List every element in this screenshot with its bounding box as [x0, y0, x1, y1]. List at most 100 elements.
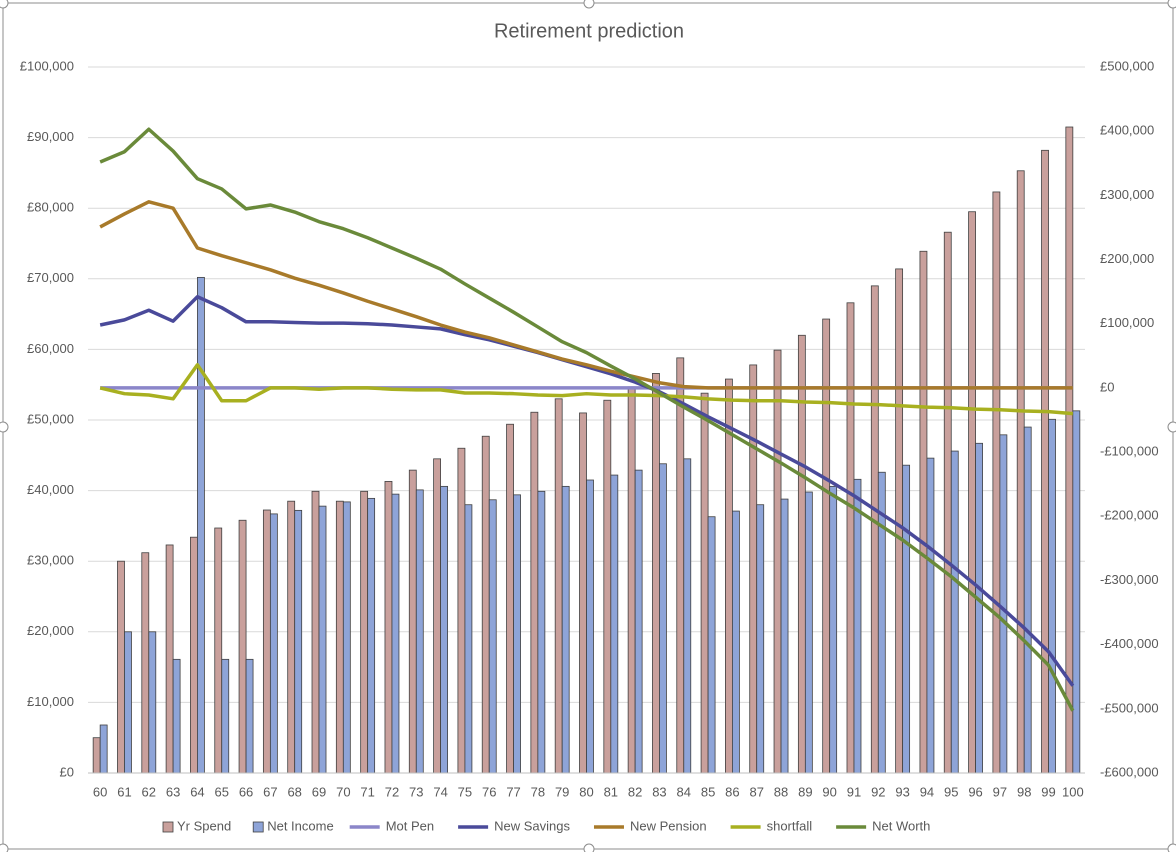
- bar: [221, 658, 230, 774]
- bar: [513, 494, 521, 774]
- y2-tick-label: £100,000: [1100, 315, 1154, 330]
- x-tick-label: 89: [798, 784, 812, 799]
- y-tick-label: £50,000: [27, 411, 74, 426]
- x-tick-label: 73: [409, 784, 423, 799]
- y2-tick-label: -£300,000: [1100, 572, 1159, 587]
- bar: [950, 450, 959, 774]
- bar: [561, 485, 570, 774]
- legend-label: Mot Pen: [386, 818, 434, 833]
- legend-item: New Savings: [458, 818, 570, 833]
- x-tick-label: 79: [555, 784, 569, 799]
- y2-tick-label: -£200,000: [1100, 508, 1159, 523]
- bar: [870, 285, 879, 774]
- x-tick-label: 80: [579, 784, 593, 799]
- chart-title: Retirement prediction: [494, 20, 684, 42]
- legend-item: Mot Pen: [349, 818, 434, 833]
- bar: [238, 519, 247, 774]
- x-tick-label: 62: [142, 784, 156, 799]
- x-tick-label: 78: [531, 784, 545, 799]
- bar: [652, 373, 660, 774]
- x-tick-label: 99: [1041, 784, 1055, 799]
- y2-tick-label: £0: [1100, 379, 1114, 394]
- bar: [968, 211, 976, 774]
- bar: [530, 411, 539, 774]
- bar: [919, 250, 928, 774]
- legend-item: Net Worth: [836, 818, 930, 833]
- bar: [804, 491, 813, 774]
- y-tick-label: £40,000: [27, 482, 74, 497]
- bar: [360, 490, 369, 774]
- legend-label: shortfall: [767, 818, 813, 833]
- legend-label: Yr Spend: [177, 818, 231, 833]
- x-tick-label: 88: [774, 784, 788, 799]
- bar: [294, 509, 303, 774]
- line-series: [99, 127, 1075, 712]
- bar: [926, 457, 935, 774]
- x-tick-label: 64: [190, 784, 204, 799]
- bar: [634, 469, 643, 774]
- y-tick-label: £90,000: [27, 129, 74, 144]
- x-tick-label: 86: [725, 784, 739, 799]
- x-tick-label: 87: [749, 784, 763, 799]
- bar: [99, 724, 108, 774]
- x-tick-label: 65: [215, 784, 229, 799]
- y-tick-label: £20,000: [27, 623, 74, 638]
- bar: [749, 364, 758, 774]
- bar: [902, 464, 911, 774]
- bar: [384, 481, 393, 774]
- y2-tick-label: £300,000: [1100, 187, 1154, 202]
- bar: [683, 458, 692, 774]
- bar: [659, 463, 667, 774]
- legend-label: Net Income: [267, 818, 333, 833]
- bar: [603, 399, 612, 774]
- x-tick-label: 68: [287, 784, 301, 799]
- legend-label: New Savings: [494, 818, 570, 833]
- x-tick-label: 69: [312, 784, 326, 799]
- x-tick-label: 83: [652, 784, 666, 799]
- bar: [318, 505, 327, 774]
- bar: [124, 631, 132, 774]
- bar: [335, 500, 344, 774]
- bar: [506, 423, 514, 774]
- bar: [488, 499, 497, 774]
- bar: [700, 392, 709, 774]
- bar: [287, 500, 296, 774]
- bar: [269, 513, 278, 774]
- bar: [732, 510, 740, 774]
- bar: [245, 658, 254, 774]
- bar: [190, 536, 198, 774]
- x-tick-label: 81: [604, 784, 618, 799]
- x-tick-label: 97: [993, 784, 1007, 799]
- bar: [1072, 410, 1081, 774]
- bar: [457, 447, 466, 774]
- bar: [943, 231, 952, 774]
- bar: [1016, 170, 1025, 774]
- bar: [440, 485, 448, 774]
- bar: [1041, 149, 1049, 774]
- bar: [1048, 418, 1056, 774]
- bar: [197, 276, 205, 774]
- y-tick-label: £10,000: [27, 694, 74, 709]
- x-tick-label: 91: [847, 784, 861, 799]
- x-tick-label: 92: [871, 784, 885, 799]
- bar: [415, 489, 424, 774]
- y-tick-label: £80,000: [27, 200, 74, 215]
- legend-label: Net Worth: [872, 818, 930, 833]
- bar: [725, 378, 733, 774]
- x-tick-label: 100: [1062, 784, 1084, 799]
- x-tick-label: 98: [1017, 784, 1031, 799]
- bar: [846, 302, 855, 774]
- bar: [895, 268, 904, 774]
- x-tick-label: 63: [166, 784, 180, 799]
- bar: [342, 501, 351, 774]
- y-tick-label: £70,000: [27, 270, 74, 285]
- x-tick-label: 61: [117, 784, 131, 799]
- y-tick-label: £0: [60, 764, 74, 779]
- bar: [172, 658, 181, 774]
- x-tick-label: 85: [701, 784, 715, 799]
- bar: [464, 504, 473, 774]
- y2-tick-label: -£500,000: [1100, 700, 1159, 715]
- bar: [992, 191, 1001, 774]
- bar: [975, 442, 983, 774]
